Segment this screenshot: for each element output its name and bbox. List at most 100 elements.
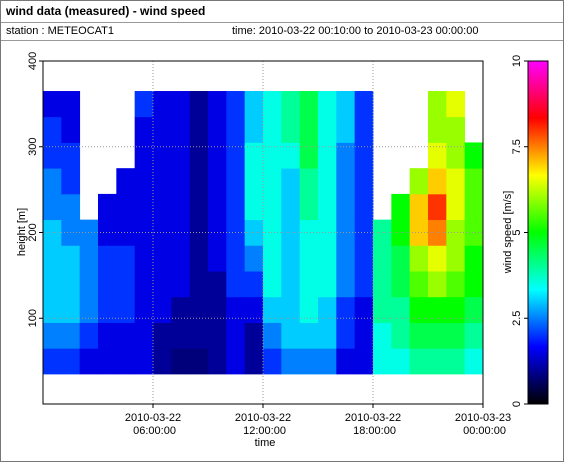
heatmap-cell — [98, 348, 117, 375]
heatmap-cell — [409, 193, 429, 221]
x-axis-label: time — [255, 437, 276, 449]
heatmap-cell — [318, 296, 337, 323]
heatmap-cell — [116, 193, 136, 221]
heatmap-cell — [79, 296, 99, 323]
heatmap-cell — [263, 296, 282, 323]
heatmap-cell — [446, 168, 466, 195]
heatmap-cell — [281, 116, 301, 143]
heatmap-cell — [189, 116, 209, 143]
heatmap-cell — [428, 271, 447, 298]
heatmap-cell — [391, 322, 411, 349]
heatmap-cell — [116, 296, 136, 323]
heatmap-cell — [226, 142, 246, 169]
heatmap-cell — [61, 168, 81, 195]
heatmap-cell — [354, 245, 374, 272]
heatmap-cell — [244, 348, 264, 375]
heatmap-cell — [464, 348, 484, 375]
heatmap-cell — [464, 168, 484, 195]
heatmap-cell — [244, 296, 264, 323]
heatmap-cell — [299, 219, 319, 246]
heatmap-cell — [336, 168, 356, 195]
heatmap-cell — [391, 193, 411, 221]
heatmap-cell — [336, 245, 356, 272]
heatmap-cell — [318, 322, 337, 349]
heatmap-cell — [98, 296, 117, 323]
heatmap-cell — [43, 348, 62, 375]
heatmap-cell — [61, 296, 81, 323]
heatmap-cell — [43, 116, 62, 143]
heatmap-cell — [153, 193, 172, 221]
heatmap-cell — [318, 219, 337, 246]
heatmap-cell — [299, 142, 319, 169]
heatmap-cell — [318, 168, 337, 195]
heatmap-cell — [116, 219, 136, 246]
heatmap-cell — [263, 193, 282, 221]
heatmap-cell — [98, 193, 117, 221]
y-tick-label: 400 — [27, 52, 39, 70]
colorbar-tick-label: 10 — [511, 55, 523, 67]
heatmap-cell — [61, 193, 81, 221]
heatmap-cell — [373, 271, 392, 298]
heatmap-cell — [153, 271, 172, 298]
heatmap-cell — [208, 116, 227, 143]
heatmap-cell — [373, 245, 392, 272]
heatmap-cell — [226, 168, 246, 195]
heatmap-cell — [281, 322, 301, 349]
heatmap-cell — [336, 348, 356, 375]
heatmap-cell — [134, 91, 154, 118]
heatmap-cell — [153, 245, 172, 272]
heatmap-cell — [446, 193, 466, 221]
heatmap-cell — [79, 245, 99, 272]
heatmap-cell — [98, 322, 117, 349]
heatmap-cell — [263, 168, 282, 195]
heatmap-cell — [446, 142, 466, 169]
heatmap-cell — [171, 193, 191, 221]
heatmap-cell — [208, 245, 227, 272]
colorbar — [527, 60, 549, 405]
heatmap-cell — [171, 142, 191, 169]
heatmap-cell — [79, 322, 99, 349]
heatmap-cell — [189, 322, 209, 349]
heatmap-cell — [43, 322, 62, 349]
heatmap-cell — [354, 142, 374, 169]
heatmap-cell — [318, 271, 337, 298]
heatmap-cell — [153, 142, 172, 169]
heatmap-cell — [98, 219, 117, 246]
heatmap-cell — [354, 296, 374, 323]
heatmap-cell — [116, 245, 136, 272]
heatmap-cell — [43, 142, 62, 169]
heatmap-cell — [464, 193, 484, 221]
heatmap-cell — [446, 116, 466, 143]
heatmap-cell — [299, 296, 319, 323]
heatmap-cell — [61, 116, 81, 143]
heatmap-cell — [79, 219, 99, 246]
x-tick-label: 2010-03-23 00:00:00 — [455, 412, 511, 437]
heatmap-cell — [446, 91, 466, 118]
heatmap-cell — [134, 348, 154, 375]
heatmap-cell — [263, 91, 282, 118]
heatmap-cell — [189, 245, 209, 272]
heatmap-cell — [299, 91, 319, 118]
heatmap-cell — [281, 142, 301, 169]
heatmap-cell — [134, 322, 154, 349]
heatmap-cell — [354, 322, 374, 349]
x-tick-label: 2010-03-22 06:00:00 — [125, 412, 181, 437]
heatmap-cell — [244, 219, 264, 246]
heatmap-cell — [354, 271, 374, 298]
heatmap-cell — [244, 245, 264, 272]
heatmap-cell — [281, 91, 301, 118]
heatmap-cell — [263, 116, 282, 143]
heatmap-cell — [428, 245, 447, 272]
heatmap-cell — [464, 142, 484, 169]
heatmap-cell — [464, 271, 484, 298]
heatmap-cell — [281, 193, 301, 221]
heatmap-cell — [299, 322, 319, 349]
heatmap-cell — [61, 142, 81, 169]
heatmap-cell — [208, 91, 227, 118]
heatmap-cell — [226, 296, 246, 323]
heatmap-cell — [409, 271, 429, 298]
heatmap-cell — [446, 296, 466, 323]
heatmap-cell — [428, 296, 447, 323]
heatmap-cell — [244, 116, 264, 143]
